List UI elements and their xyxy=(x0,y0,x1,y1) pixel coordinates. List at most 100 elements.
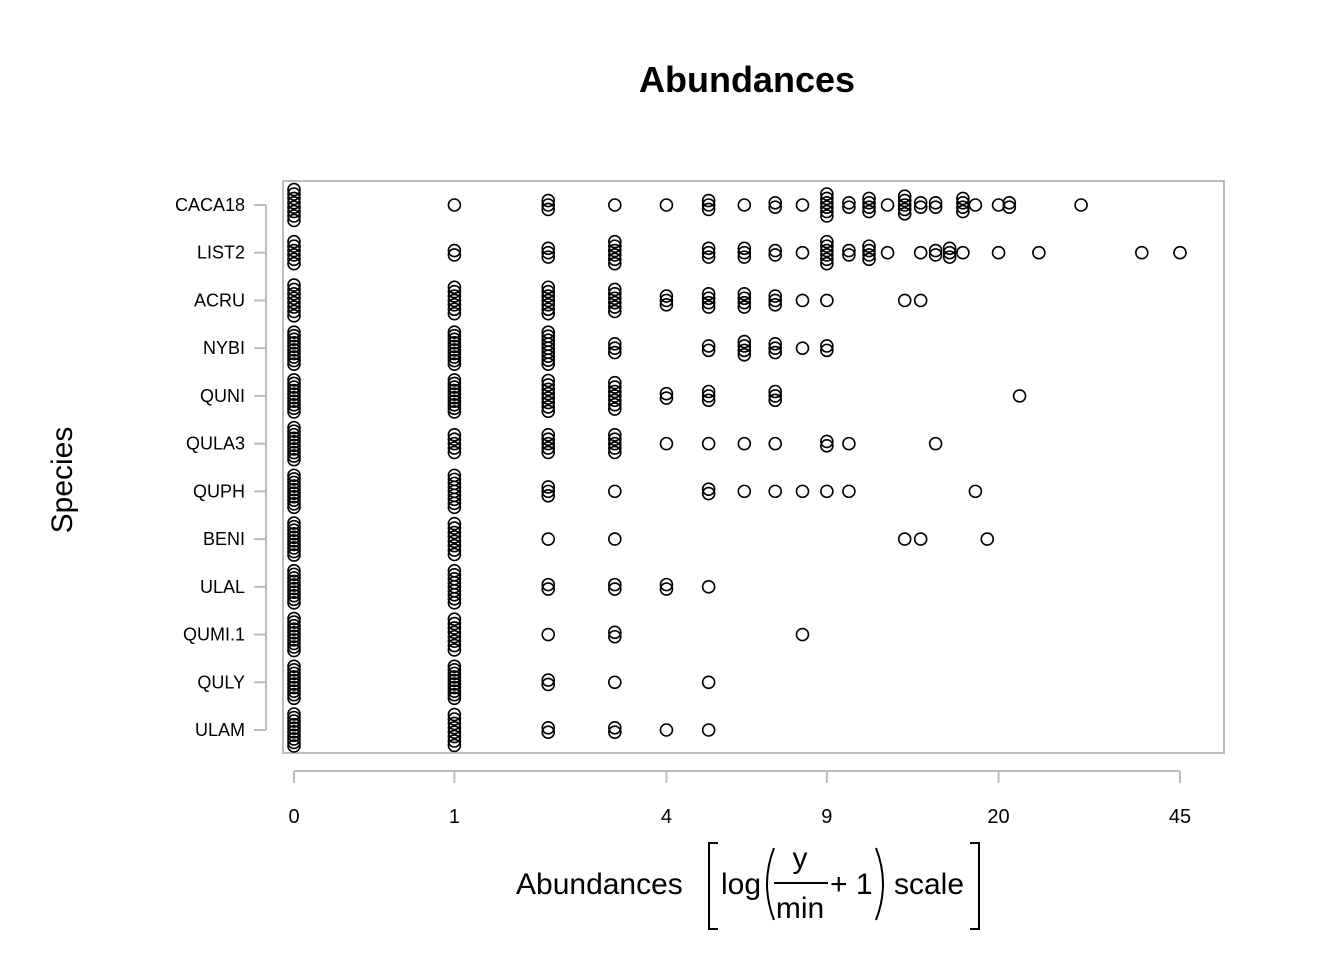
point-beni-2-0 xyxy=(541,532,556,546)
point-caca18-20-0 xyxy=(991,198,1006,212)
point-qula3-3-0 xyxy=(608,428,622,442)
point-acru-3-3 xyxy=(608,295,622,310)
point-acru-5-1 xyxy=(701,291,716,306)
point-quly-0-7 xyxy=(287,684,301,698)
point-ulam-5-0 xyxy=(701,723,716,737)
point-caca18-10-1 xyxy=(842,200,856,214)
point-caca18-11-0 xyxy=(862,191,876,206)
point-list2-0-5 xyxy=(287,256,301,271)
point-quph-7-0 xyxy=(768,484,783,499)
point-list2-7-1 xyxy=(768,248,783,262)
point-qumi-1-0-1 xyxy=(287,615,301,629)
point-list2-5-2 xyxy=(701,250,716,264)
point-beni-1-2 xyxy=(447,525,462,540)
point-acru-7-1 xyxy=(768,293,783,308)
point-list2-6-1 xyxy=(737,245,752,260)
point-qula3-3-3 xyxy=(608,441,622,455)
point-caca18-21-0 xyxy=(1002,196,1017,210)
point-beni-1-7 xyxy=(447,547,462,562)
point-list2-17-0 xyxy=(956,245,970,260)
point-qula3-9-0 xyxy=(820,434,834,449)
y-tick-label-11: ULAM xyxy=(195,720,245,740)
point-quni-1-2 xyxy=(447,380,462,394)
point-quph-2-0 xyxy=(541,480,556,494)
point-nybi-6-2 xyxy=(737,343,752,358)
point-quni-0-7 xyxy=(287,397,301,412)
point-list2-1-0 xyxy=(447,243,462,258)
point-acru-2-6 xyxy=(541,306,556,321)
point-caca18-9-3 xyxy=(820,200,834,214)
point-list2-9-1 xyxy=(820,239,834,253)
point-quni-0-0 xyxy=(287,373,301,387)
point-ulal-3-0 xyxy=(608,577,622,592)
y-tick-label-6: QUPH xyxy=(193,481,245,501)
point-acru-9-0 xyxy=(820,293,834,308)
point-acru-7-2 xyxy=(768,298,783,312)
point-ulal-0-9 xyxy=(287,596,301,610)
point-acru-7-0 xyxy=(768,289,783,303)
point-nybi-6-0 xyxy=(737,334,752,349)
point-acru-0-6 xyxy=(287,304,301,319)
point-qula3-6-0 xyxy=(737,436,752,451)
point-acru-4-2 xyxy=(659,298,674,312)
point-acru-6-3 xyxy=(737,300,752,314)
point-ulam-0-3 xyxy=(287,717,301,732)
point-nybi-1-7 xyxy=(447,350,462,364)
point-caca18-18-0 xyxy=(968,198,983,212)
x-axis-label-plus-one: + 1 xyxy=(830,868,873,901)
point-nybi-8-0 xyxy=(795,341,810,355)
point-quni-3-6 xyxy=(608,402,622,416)
point-list2-9-0 xyxy=(820,234,834,249)
point-ulam-0-1 xyxy=(287,710,301,725)
point-acru-3-4 xyxy=(608,300,622,314)
point-caca18-8-0 xyxy=(795,198,810,212)
point-quly-0-8 xyxy=(287,687,301,702)
point-list2-9-3 xyxy=(820,248,834,262)
point-list2-3-1 xyxy=(608,239,622,253)
point-ulam-0-9 xyxy=(287,739,301,753)
point-nybi-9-1 xyxy=(820,343,834,358)
point-caca18-0-0 xyxy=(287,182,301,197)
point-quni-3-1 xyxy=(608,380,622,394)
point-ulam-0-5 xyxy=(287,724,301,739)
right-square-bracket xyxy=(970,842,980,930)
point-quni-3-4 xyxy=(608,393,622,408)
point-acru-1-6 xyxy=(447,306,462,321)
point-caca18-11-2 xyxy=(862,200,876,214)
point-list2-10-0 xyxy=(842,243,856,258)
point-qumi-1-0-3 xyxy=(287,622,301,637)
point-quni-0-9 xyxy=(287,405,301,419)
point-nybi-2-8 xyxy=(541,357,556,371)
point-qumi-1-1-2 xyxy=(447,621,462,635)
point-quni-2-3 xyxy=(541,386,556,401)
point-caca18-9-5 xyxy=(820,209,834,223)
point-list2-0-1 xyxy=(287,239,301,253)
point-quph-5-1 xyxy=(701,486,716,501)
point-quni-1-7 xyxy=(447,397,462,412)
point-quly-0-2 xyxy=(287,666,301,681)
point-list2-8-0 xyxy=(795,245,810,260)
point-qula3-0-5 xyxy=(287,438,301,453)
x-tick-label-0: 0 xyxy=(288,806,299,828)
point-qula3-0-9 xyxy=(287,452,301,467)
x-tick-label-4: 20 xyxy=(987,806,1009,828)
point-qumi-1-0-2 xyxy=(287,618,301,633)
point-list2-6-0 xyxy=(737,241,752,256)
x-axis-label-suffix: scale xyxy=(894,868,964,901)
point-list2-2-2 xyxy=(541,250,556,264)
point-ulam-1-2 xyxy=(447,716,462,731)
point-list2-2-0 xyxy=(541,241,556,256)
point-caca18-2-0 xyxy=(541,193,556,208)
point-caca18-17-3 xyxy=(956,204,970,219)
y-tick-label-4: QUNI xyxy=(200,386,245,406)
point-caca18-11-3 xyxy=(862,204,876,219)
point-caca18-5-0 xyxy=(701,193,716,208)
point-caca18-14-1 xyxy=(913,200,928,214)
point-qula3-1-2 xyxy=(447,436,462,451)
point-caca18-3-0 xyxy=(608,198,622,212)
point-nybi-1-5 xyxy=(447,343,462,357)
point-nybi-1-3 xyxy=(447,336,462,350)
point-ulal-0-2 xyxy=(287,571,301,585)
point-qumi-1-0-9 xyxy=(287,643,301,658)
